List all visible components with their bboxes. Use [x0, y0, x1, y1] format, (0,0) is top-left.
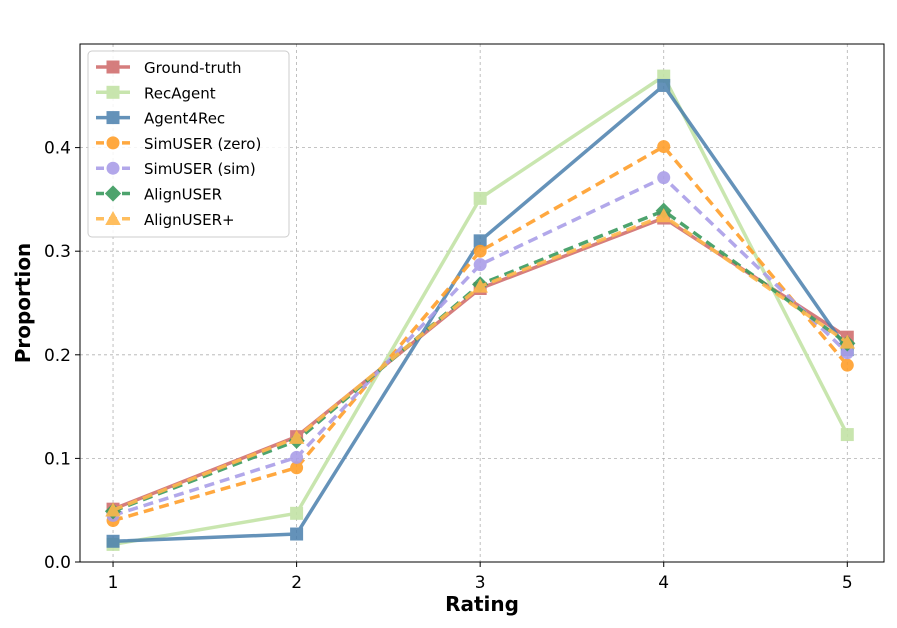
data-point — [473, 234, 487, 248]
legend-swatch — [96, 60, 130, 74]
series-group — [104, 69, 856, 551]
legend-label: SimUSER (sim) — [144, 160, 256, 178]
legend-label: AlignUSER+ — [144, 211, 235, 229]
legend-marker — [106, 161, 120, 175]
series-6 — [105, 208, 856, 517]
y-axis-title: Proportion — [11, 243, 35, 364]
data-point — [290, 450, 304, 464]
legend-marker — [106, 85, 120, 99]
data-point — [472, 278, 488, 293]
data-point — [473, 244, 487, 258]
x-tick-label: 4 — [658, 573, 669, 593]
axis-ticks: 1 2 3 4 5 0.0 0.1 0.2 0.3 0.4 — [44, 139, 853, 593]
data-point — [473, 258, 487, 272]
data-point — [105, 502, 121, 517]
legend-swatch — [96, 185, 130, 202]
legend-label: AlignUSER — [144, 186, 222, 204]
legend-label: SimUSER (zero) — [144, 135, 261, 153]
y-tick-label: 0.3 — [44, 242, 71, 262]
y-tick-label: 0.0 — [44, 553, 71, 573]
legend-box — [87, 50, 290, 238]
x-tick-label: 1 — [108, 573, 119, 593]
legend-swatch — [96, 85, 130, 99]
data-point — [839, 334, 856, 349]
legend-marker — [106, 111, 120, 125]
legend-swatch — [96, 211, 130, 226]
data-point — [290, 461, 304, 475]
legend-label: RecAgent — [144, 84, 216, 102]
y-tick-label: 0.4 — [44, 139, 71, 159]
series-line — [112, 175, 849, 518]
legend-label: Agent4Rec — [144, 110, 225, 128]
data-point — [288, 429, 305, 444]
legend-marker — [106, 136, 120, 150]
x-tick-label: 5 — [842, 573, 853, 593]
data-point — [840, 358, 854, 372]
series-2 — [106, 78, 854, 548]
x-axis-title: Rating — [445, 592, 519, 616]
data-point — [657, 171, 671, 185]
legend-marker — [104, 185, 122, 202]
data-point — [657, 78, 671, 92]
legend-marker — [105, 211, 121, 226]
data-point — [473, 191, 487, 205]
data-point — [655, 208, 672, 223]
legend-swatch — [96, 111, 130, 125]
data-point — [657, 140, 671, 154]
y-tick-label: 0.1 — [44, 449, 71, 469]
data-point — [290, 527, 304, 541]
x-tick-label: 2 — [291, 573, 302, 593]
data-point — [840, 346, 854, 360]
legend-swatch — [96, 161, 130, 175]
legend: Ground-truth RecAgent Agent4Rec SimUSER (ze… — [87, 50, 290, 238]
x-tick-label: 3 — [475, 573, 486, 593]
data-point — [106, 534, 120, 548]
data-point — [840, 428, 854, 442]
legend-label: Ground-truth — [144, 59, 242, 77]
legend-marker — [106, 60, 120, 74]
data-point — [290, 506, 304, 520]
legend-swatch — [96, 136, 130, 150]
y-tick-label: 0.2 — [44, 346, 71, 366]
plot-frame — [79, 43, 885, 563]
